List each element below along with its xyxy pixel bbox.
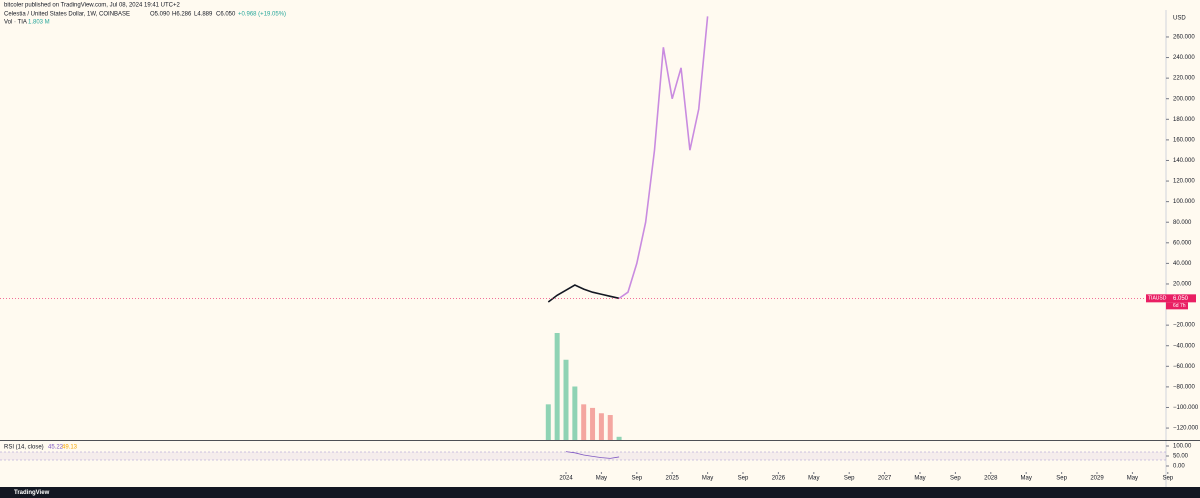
y-tick-label: −20.000 (1173, 323, 1196, 329)
symbol: Celestia / United States Dollar, 1W, COI… (4, 12, 130, 18)
volume-bar (607, 415, 613, 440)
volume-bar (545, 404, 551, 440)
last-price-label: 6.050 (1173, 296, 1189, 302)
x-tick-label: Sep (1162, 476, 1173, 482)
x-tick-label: Sep (950, 476, 961, 482)
price-line (547, 284, 620, 303)
y-tick-label: 20.000 (1173, 282, 1192, 288)
footer-bar (0, 487, 1200, 498)
y-tick-label: 140.000 (1173, 158, 1195, 164)
volume-bar (572, 386, 578, 440)
y-tick-label: 240.000 (1173, 55, 1195, 61)
price-line (618, 16, 709, 300)
ohlc-value: H6.286 (172, 12, 192, 18)
x-tick-label: Sep (631, 476, 642, 482)
y-tick-label: −100.000 (1173, 405, 1199, 411)
x-tick-label: Sep (844, 476, 855, 482)
y-tick-label: 120.000 (1173, 179, 1195, 185)
countdown: 6d 7h (1173, 303, 1186, 309)
volume-bar (581, 404, 587, 440)
rsi-tick-label: 100.00 (1173, 444, 1192, 450)
rsi-tick-label: 50.00 (1173, 454, 1189, 460)
rsi-ma: 49.13 (62, 445, 78, 451)
volume-bar (563, 359, 569, 440)
volume-bar (554, 333, 560, 440)
last-price-symbol: TIAUSD (1148, 296, 1167, 302)
ohlc-value: +0.968 (+19.05%) (238, 12, 286, 18)
currency: USD (1173, 16, 1186, 22)
rsi-value: 45.22 (48, 445, 64, 451)
y-tick-label: 60.000 (1173, 240, 1192, 246)
footer-brand: TradingView (14, 490, 50, 496)
y-tick-label: 100.000 (1173, 199, 1195, 205)
rsi-title: RSI (14, close) (4, 445, 44, 451)
y-tick-label: −120.000 (1173, 426, 1199, 432)
countdown-box (1166, 302, 1188, 310)
volume-bar (598, 413, 604, 440)
y-tick-label: 200.000 (1173, 96, 1195, 102)
x-tick-label: Sep (738, 476, 749, 482)
ohlc-value: O5.090 (150, 12, 170, 18)
y-tick-label: −40.000 (1173, 343, 1196, 349)
rsi-line (565, 451, 620, 459)
x-tick-label: May (702, 476, 713, 482)
y-tick-label: 80.000 (1173, 220, 1192, 226)
x-tick-label: 2029 (1090, 476, 1104, 482)
y-tick-label: −80.000 (1173, 384, 1196, 390)
last-price-box (1146, 294, 1196, 303)
x-tick-label: May (1127, 476, 1138, 482)
publisher: bitcoler published on TradingView.com, J… (4, 3, 180, 9)
x-tick-label: 2026 (772, 476, 786, 482)
x-tick-label: May (596, 476, 607, 482)
x-tick-label: 2027 (878, 476, 892, 482)
plot (545, 16, 709, 440)
y-tick-label: 220.000 (1173, 76, 1195, 82)
volume-label: Vol · TIA (4, 20, 27, 26)
y-tick-label: 160.000 (1173, 137, 1195, 143)
volume-value: 1.803 M (28, 20, 50, 26)
x-tick-label: 2028 (984, 476, 998, 482)
volume-bar (590, 407, 596, 440)
ohlc-value: L4.889 (194, 12, 213, 18)
x-tick-label: 2024 (559, 476, 573, 482)
rsi-tick-label: 0.00 (1173, 464, 1185, 470)
x-tick-label: May (808, 476, 819, 482)
x-tick-label: Sep (1056, 476, 1067, 482)
y-tick-label: −60.000 (1173, 364, 1196, 370)
x-tick-label: May (914, 476, 925, 482)
y-tick-label: 40.000 (1173, 261, 1192, 267)
rsi-band (0, 452, 1166, 460)
ohlc-value: C6.050 (216, 12, 236, 18)
y-tick-label: 180.000 (1173, 117, 1195, 123)
x-tick-label: May (1021, 476, 1032, 482)
volume-bar (616, 436, 622, 440)
y-tick-label: 260.000 (1173, 35, 1195, 41)
x-tick-label: 2025 (666, 476, 680, 482)
